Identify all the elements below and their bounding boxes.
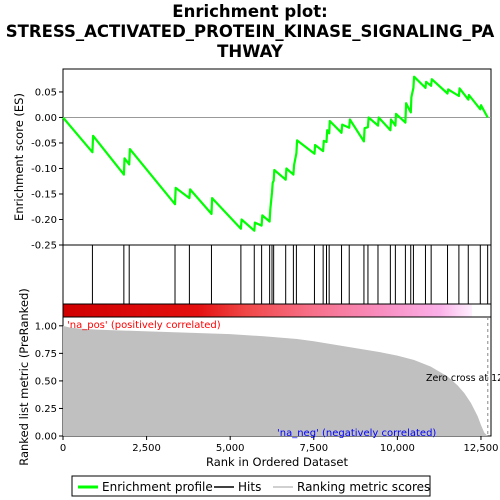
es-ylabel: Enrichment score (ES) — [12, 93, 26, 221]
neg-annotation: 'na_neg' (negatively correlated) — [277, 428, 436, 439]
rank-color-bar — [63, 304, 472, 317]
enrichment-profile-line — [62, 75, 489, 232]
rank-ytick-label: 0.00 — [35, 432, 57, 443]
rank-xtick-label: 2,500 — [132, 443, 161, 454]
es-ytick-label: -0.20 — [31, 215, 57, 226]
rank-ytick-label: 1.00 — [35, 321, 57, 332]
rank-xtick-label: 7,500 — [299, 443, 328, 454]
rank-xtick-label: 12,500 — [463, 443, 498, 454]
es-panel-frame — [62, 68, 492, 246]
hits-panel-frame — [62, 244, 492, 305]
chart-title: Enrichment plot: STRESS_ACTIVATED_PROTEIN… — [0, 2, 500, 62]
ranking-metric-area — [63, 325, 488, 436]
rank-xlabel: Rank in Ordered Dataset — [206, 455, 349, 469]
chart-title-line: THWAY — [217, 42, 283, 61]
legend: Enrichment profile Hits Ranking metric s… — [71, 475, 431, 497]
chart-title-line: STRESS_ACTIVATED_PROTEIN_KINASE_SIGNALIN… — [5, 22, 495, 41]
rank-ylabel: Ranked list metric (PreRanked) — [17, 288, 31, 466]
es-ytick-label: 0.00 — [35, 113, 57, 124]
rank-xtick-label: 10,000 — [380, 443, 415, 454]
rank-ytick-label: 0.75 — [35, 349, 57, 360]
zero-cross-annotation: Zero cross at 12704 — [426, 373, 500, 384]
ranked-metric-layer — [63, 317, 489, 436]
legend-label-enrichment: Enrichment profile — [102, 480, 213, 494]
es-ytick-label: -0.15 — [31, 189, 57, 200]
es-ytick-label: -0.10 — [31, 164, 57, 175]
rank-ytick-label: 0.50 — [35, 376, 57, 387]
rank-xtick-label: 5,000 — [216, 443, 245, 454]
pos-annotation: 'na_pos' (positively correlated) — [67, 320, 221, 331]
es-ytick-label: -0.05 — [31, 138, 57, 149]
legend-label-hits: Hits — [238, 480, 261, 494]
chart-title-line: Enrichment plot: — [172, 2, 328, 21]
legend-frame — [71, 475, 431, 497]
es-ytick-label: 0.05 — [35, 87, 57, 98]
axes-layer: 0.05 0.00 -0.05 -0.10 -0.15 -0.20 -0.25 0.00 0.2… — [31, 87, 498, 454]
rank-ytick-label: 0.25 — [35, 404, 57, 415]
rank-xtick-label: 0 — [60, 443, 66, 454]
es-ytick-label: -0.25 — [31, 241, 57, 252]
legend-label-ranking: Ranking metric scores — [297, 480, 430, 494]
es-layer — [62, 75, 491, 232]
hits-layer — [91, 245, 489, 304]
